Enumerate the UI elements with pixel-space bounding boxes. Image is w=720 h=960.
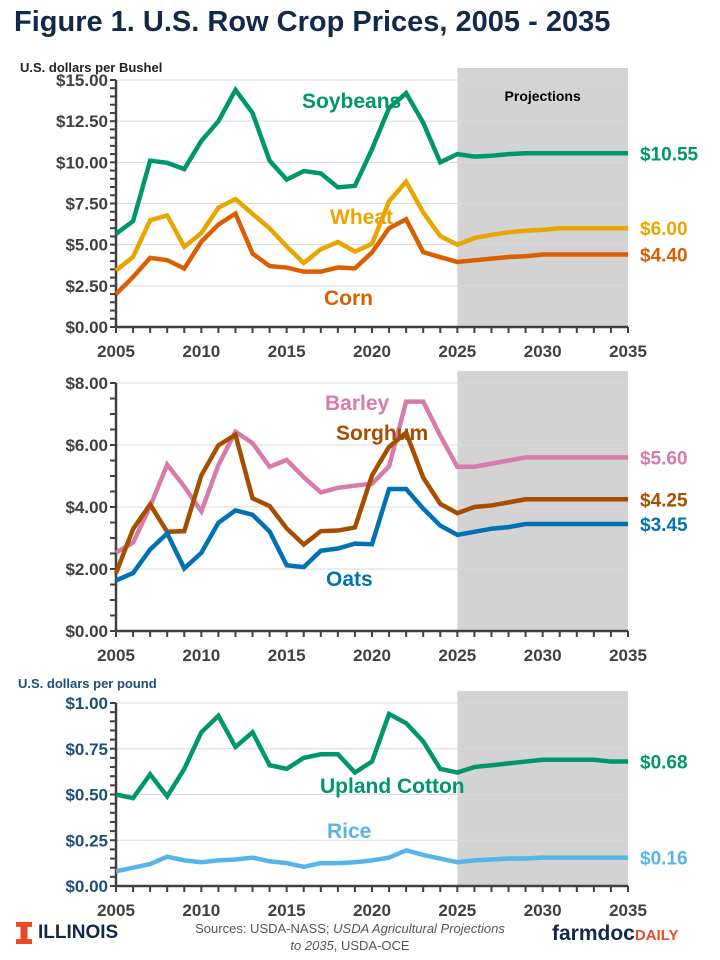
x-tick-label: 2005 (97, 646, 135, 665)
y-tick-label: $0.00 (65, 877, 108, 896)
x-tick-label: 2010 (182, 646, 220, 665)
x-tick-label: 2035 (609, 901, 647, 920)
x-tick-label: 2005 (97, 342, 135, 361)
series-line-oats (115, 486, 628, 583)
x-tick-label: 2015 (268, 342, 306, 361)
y-tick-label: $5.00 (65, 236, 108, 255)
y-axis-label: U.S. dollars per Bushel (20, 60, 162, 75)
x-tick-label: 2025 (438, 342, 476, 361)
y-tick-label: $6.00 (65, 436, 108, 455)
end-value-label: $0.16 (640, 849, 688, 870)
y-tick-label: $0.25 (65, 831, 108, 850)
series-label: Sorghum (336, 422, 428, 445)
y-tick-label: $1.00 (65, 694, 108, 713)
x-tick-label: 2020 (353, 342, 391, 361)
series-line-sorghum (113, 428, 628, 575)
sources-prefix: Sources: USDA-NASS; (195, 921, 334, 936)
x-tick-label: 2030 (524, 901, 562, 920)
farmdoc-text: farmdoc (552, 922, 635, 945)
series-label: Barley (325, 392, 390, 415)
y-tick-label: $15.00 (56, 71, 108, 90)
x-tick-label: 2020 (353, 901, 391, 920)
x-tick-label: 2035 (609, 646, 647, 665)
y-tick-label: $12.50 (56, 112, 108, 131)
x-tick-label: 2025 (438, 901, 476, 920)
series-label: Corn (324, 287, 373, 310)
series-line-barley (114, 399, 628, 555)
chart-title: Figure 1. U.S. Row Crop Prices, 2005 - 2… (14, 6, 611, 38)
series-line-corn (114, 210, 628, 296)
series-line-wheat (114, 177, 628, 273)
illinois-logo: ILLINOIS (16, 922, 118, 944)
x-tick-label: 2030 (524, 342, 562, 361)
x-tick-label: 2005 (97, 901, 135, 920)
y-tick-label: $0.75 (65, 740, 108, 759)
series-label: Upland Cotton (320, 775, 465, 798)
logo-text: ILLINOIS (38, 922, 119, 943)
y-axis-label: U.S. dollars per pound (18, 676, 157, 691)
series-label: Oats (326, 568, 373, 591)
illinois-block-i-icon (16, 922, 32, 944)
end-value-label: $3.45 (640, 515, 688, 536)
x-tick-label: 2020 (353, 646, 391, 665)
x-tick-label: 2035 (609, 342, 647, 361)
y-tick-label: $2.00 (65, 560, 108, 579)
x-tick-label: 2015 (268, 646, 306, 665)
series-line-soybeans (114, 85, 628, 236)
series-line-rice (115, 847, 628, 874)
sources-title: USDA Agricultural Projections to 2035 (290, 921, 505, 953)
x-tick-label: 2030 (524, 646, 562, 665)
daily-text: DAILY (634, 927, 679, 944)
y-tick-label: $8.00 (65, 374, 108, 393)
sources-note: Sources: USDA-NASS; USDA Agricultural Pr… (195, 920, 505, 954)
y-tick-label: $4.00 (65, 498, 108, 517)
x-tick-label: 2010 (182, 901, 220, 920)
projection-shading (457, 691, 628, 886)
end-value-label: $0.68 (640, 753, 688, 774)
end-value-label: $10.55 (640, 144, 699, 165)
end-value-label: $4.40 (640, 246, 688, 267)
series-line-upland-cotton (115, 710, 628, 801)
series-label: Wheat (330, 206, 393, 229)
end-value-label: $5.60 (640, 448, 688, 469)
series-label: Rice (327, 820, 371, 843)
x-tick-label: 2025 (438, 646, 476, 665)
y-tick-label: $0.00 (65, 622, 108, 641)
y-tick-label: $10.00 (56, 153, 108, 172)
y-tick-label: $0.00 (65, 318, 108, 337)
y-tick-label: $2.50 (65, 277, 108, 296)
sources-suffix: , USDA-OCE (333, 938, 410, 953)
y-tick-label: $0.50 (65, 786, 108, 805)
end-value-label: $4.25 (640, 490, 688, 511)
projection-shading (457, 68, 628, 327)
series-label: Soybeans (302, 90, 401, 113)
x-tick-label: 2010 (182, 342, 220, 361)
end-value-label: $6.00 (640, 219, 688, 240)
farmdoc-logo: farmdocDAILY (552, 922, 678, 946)
projections-label: Projections (505, 88, 581, 104)
y-tick-label: $7.50 (65, 195, 108, 214)
x-tick-label: 2015 (268, 901, 306, 920)
